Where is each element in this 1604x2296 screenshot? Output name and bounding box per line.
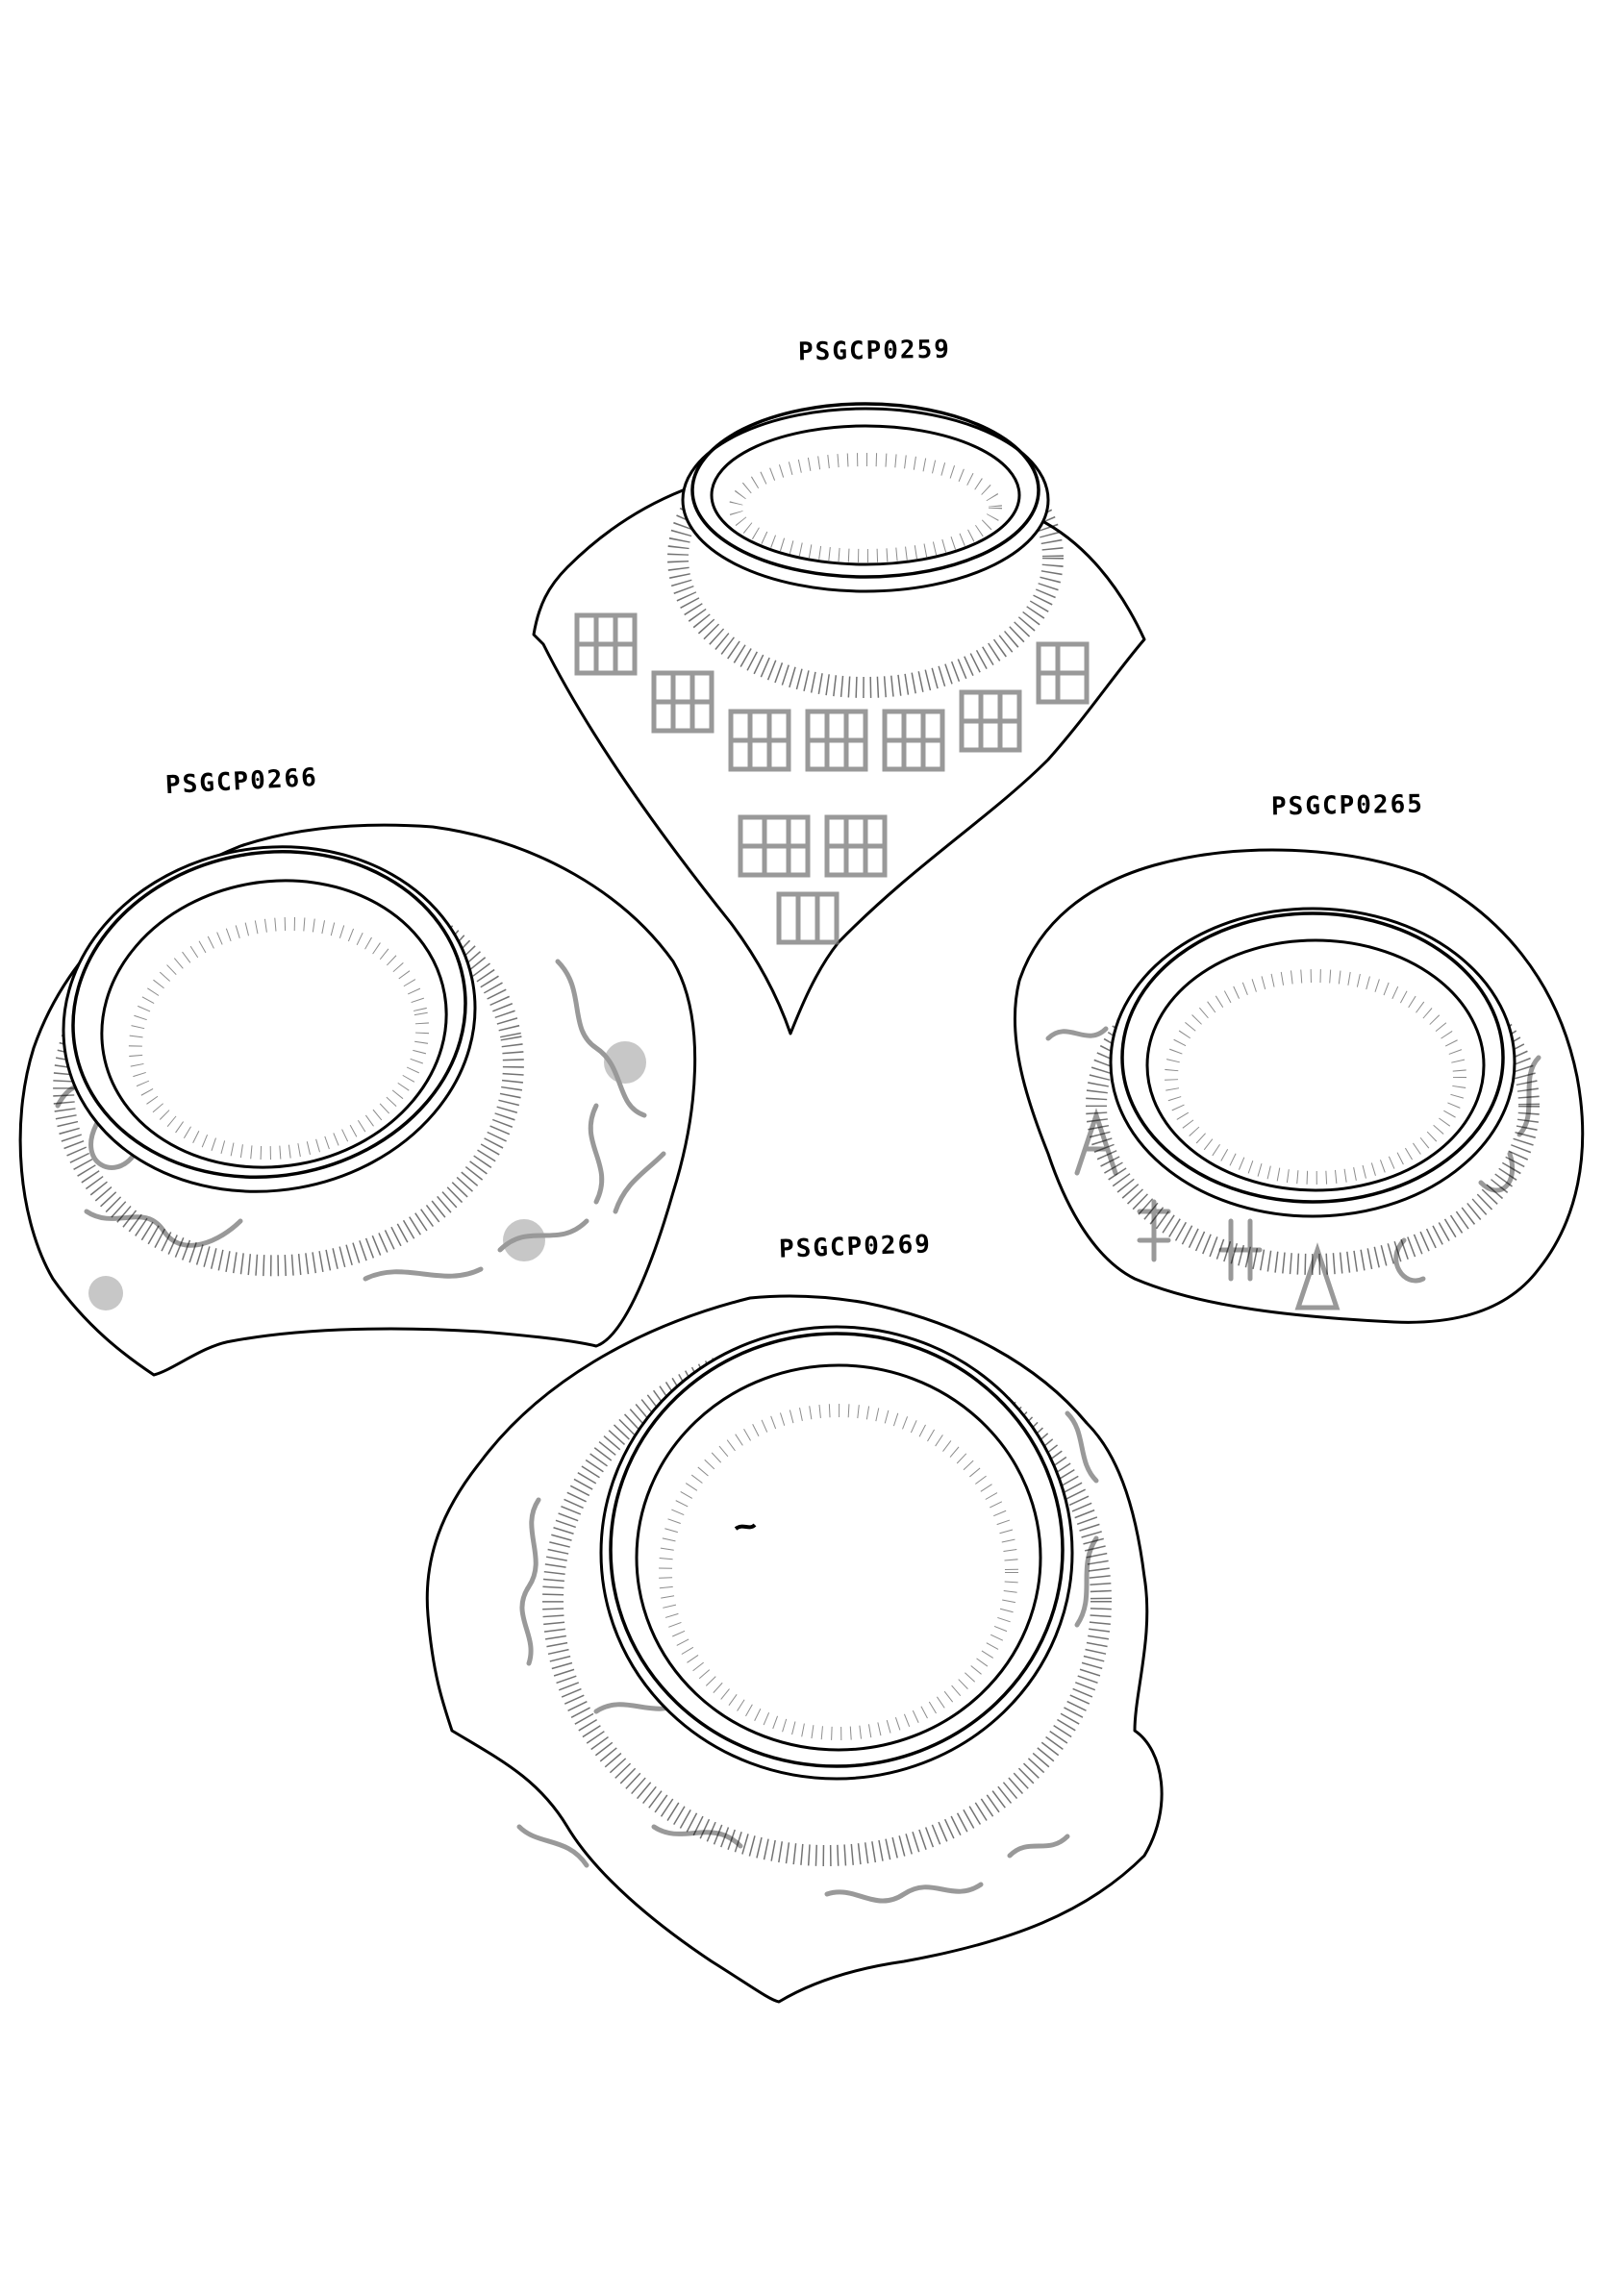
sherd-psgcp0265 [1013, 848, 1585, 1324]
sherd-psgcp0259-stipple [667, 417, 1064, 698]
sherd-psgcp0266-glaze-dot [503, 1219, 545, 1261]
sherd-psgcp0265-interior-stipple [1165, 969, 1466, 1185]
sherd-psgcp0266-interior-stipple [128, 916, 430, 1160]
sherd-psgcp0265-base-interior [1145, 938, 1486, 1192]
sherd-psgcp0269-glaze-motif [516, 1410, 1099, 1904]
sherd-psgcp0269-foot-rim [609, 1332, 1065, 1768]
sherd-psgcp0269 [425, 1294, 1164, 2004]
sherd-psgcp0259-foot-rim [690, 402, 1040, 579]
sherd-psgcp0269-stipple [542, 1335, 1112, 1866]
sherd-psgcp0259 [532, 402, 1146, 1036]
sherd-psgcp0266-stipple [53, 877, 524, 1277]
sherd-psgcp0259-glaze-motif [574, 612, 1090, 945]
sherd-psgcp0266-foot-rim [71, 850, 467, 1179]
sherd-psgcp0266-glaze-dot [88, 1276, 123, 1310]
sherd-psgcp0269-interior-stipple [659, 1404, 1018, 1740]
sherd-psgcp0269-base-interior [635, 1363, 1042, 1752]
sherd-psgcp0266-glaze-dot [604, 1041, 646, 1084]
sherd-psgcp0265-foot-rim [1120, 911, 1505, 1204]
sherd-psgcp0259-base-interior [710, 424, 1021, 566]
sherd-psgcp0266-base-interior [100, 879, 448, 1169]
sherd-psgcp0259-interior-stipple [729, 453, 1002, 562]
sherd-psgcp0266 [18, 823, 697, 1377]
sherd-psgcp0269-mark [734, 1523, 757, 1531]
sherd-psgcp0259-outline [532, 488, 1146, 1036]
